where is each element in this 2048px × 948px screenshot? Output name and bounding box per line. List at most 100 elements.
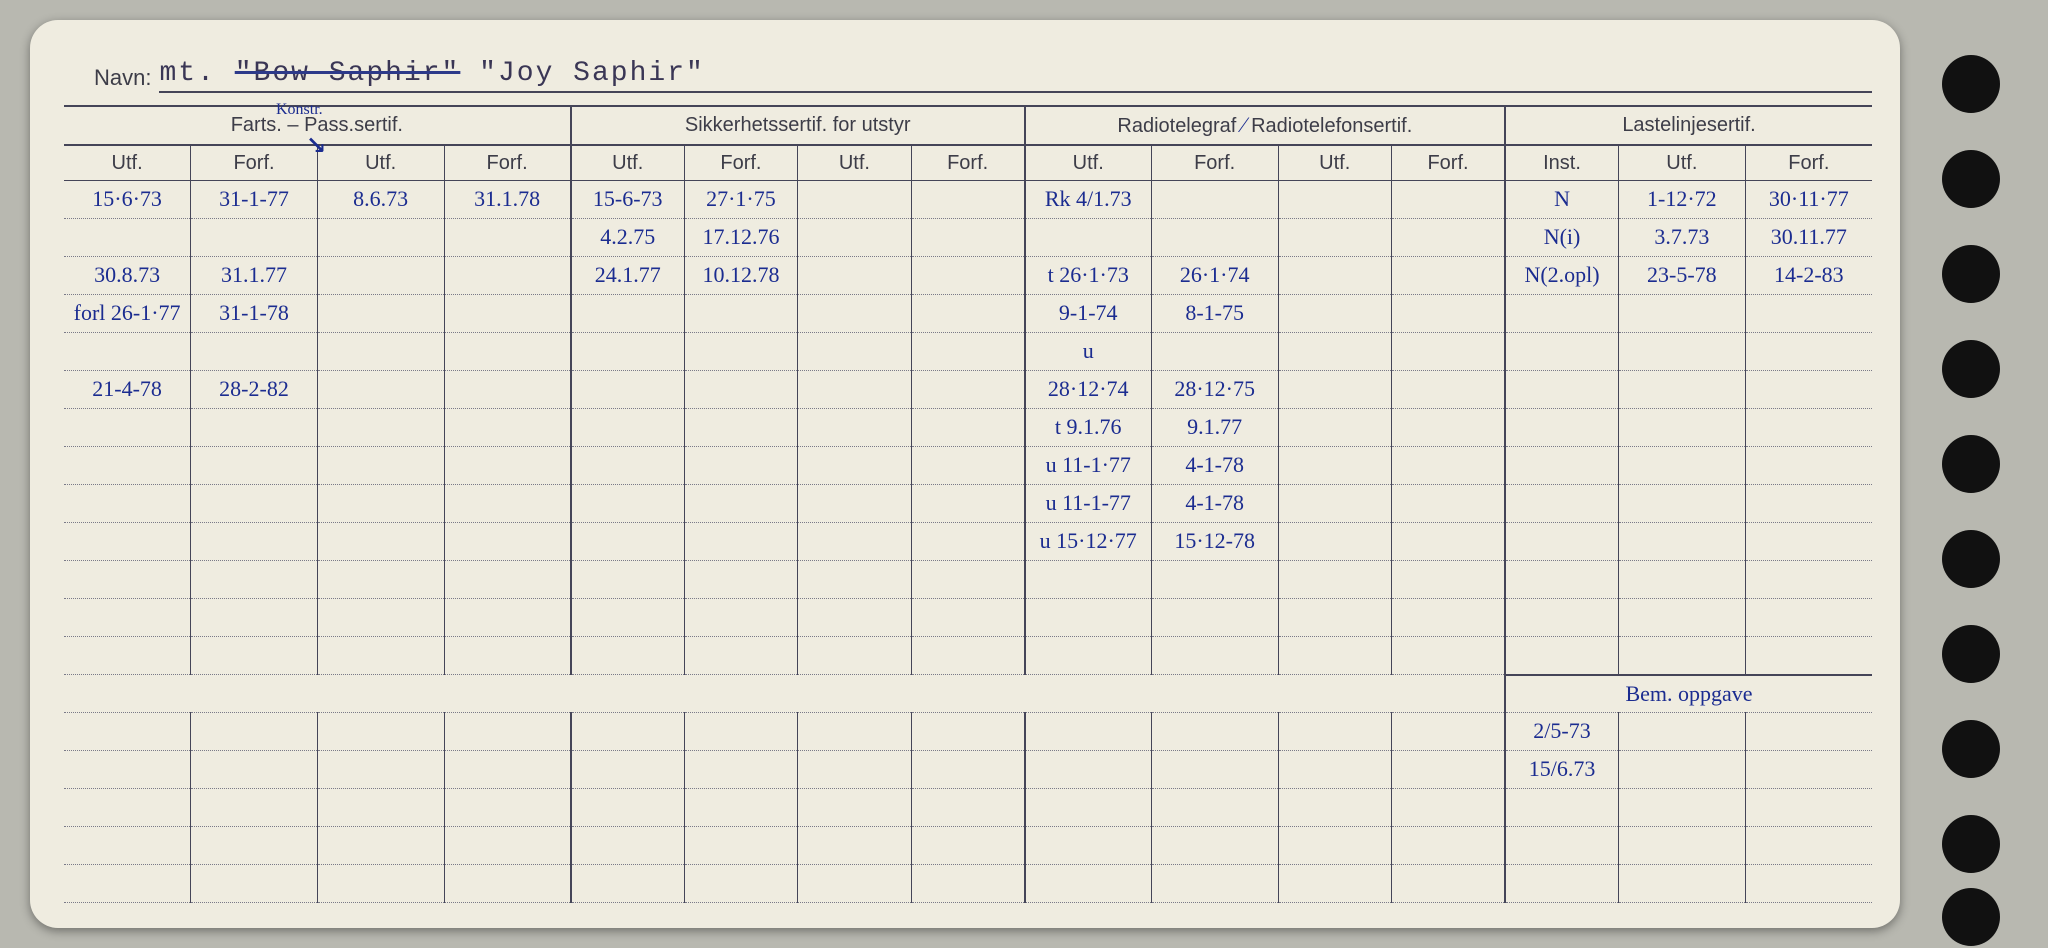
table-cell [444, 257, 571, 295]
table-cell [571, 333, 684, 371]
table-cell [571, 751, 684, 789]
table-cell [1745, 789, 1872, 827]
table-header: Farts. – Pass.sertif. Sikkerhetssertif. … [64, 106, 1872, 181]
table-cell [444, 713, 571, 751]
table-cell [1505, 447, 1618, 485]
table-cell [1278, 333, 1391, 371]
table-cell [1505, 789, 1618, 827]
table-cell [1619, 485, 1746, 523]
table-row: forl 26-1·7731-1-789-1-748-1-75 [64, 295, 1872, 333]
table-cell: 27·1·75 [684, 181, 797, 219]
table-cell: 9.1.77 [1151, 409, 1278, 447]
table-cell [1278, 637, 1391, 675]
table-cell [911, 713, 1024, 751]
table-cell [317, 827, 444, 865]
table-cell [1151, 219, 1278, 257]
table-cell [1619, 447, 1746, 485]
table-cell [684, 371, 797, 409]
table-cell [191, 789, 318, 827]
bem-oppgave-header: Bem. oppgave [1505, 675, 1872, 713]
table-cell: 4.2.75 [571, 219, 684, 257]
table-cell [911, 447, 1024, 485]
table-cell: 30.8.73 [64, 257, 191, 295]
subheader-utf: Utf. [317, 145, 444, 181]
subheader-utf: Utf. [1278, 145, 1391, 181]
table-row: 30.8.7331.1.7724.1.7710.12.78t 26·1·7326… [64, 257, 1872, 295]
table-cell [1745, 485, 1872, 523]
table-cell [444, 599, 571, 637]
index-card: Navn: mt. "Bow Saphir" "Joy Saphir" Kons… [30, 20, 1900, 928]
table-cell [191, 561, 318, 599]
table-wrap: Konstr. ↘ Farts. – Pass.sertif. Sikkerhe… [64, 105, 1872, 903]
table-cell [911, 257, 1024, 295]
table-cell [911, 637, 1024, 675]
table-cell [571, 371, 684, 409]
table-cell: u [1025, 333, 1152, 371]
table-cell [911, 181, 1024, 219]
table-cell [1505, 409, 1618, 447]
table-cell: 28·12·74 [1025, 371, 1152, 409]
table-row: 4.2.7517.12.76N(i)3.7.7330.11.77 [64, 219, 1872, 257]
table-cell [911, 865, 1024, 903]
table-cell: 14-2-83 [1745, 257, 1872, 295]
table-cell [1151, 865, 1278, 903]
table-cell [191, 409, 318, 447]
table-cell [798, 333, 911, 371]
table-row: t 9.1.769.1.77 [64, 409, 1872, 447]
table-cell [1278, 561, 1391, 599]
table-cell [1745, 865, 1872, 903]
table-cell [1025, 561, 1152, 599]
table-cell [317, 789, 444, 827]
table-cell [1151, 333, 1278, 371]
table-cell: 15/6.73 [1505, 751, 1618, 789]
table-cell [64, 447, 191, 485]
table-cell [1619, 333, 1746, 371]
binder-hole [1942, 720, 2000, 778]
table-cell [1505, 371, 1618, 409]
table-cell [64, 219, 191, 257]
arrow-icon: ↘ [306, 121, 326, 163]
table-cell: 8-1-75 [1151, 295, 1278, 333]
table-cell [684, 561, 797, 599]
table-cell [1505, 561, 1618, 599]
table-cell [1745, 637, 1872, 675]
table-cell: u 15·12·77 [1025, 523, 1152, 561]
subheader-forf: Forf. [1745, 145, 1872, 181]
binder-hole [1942, 340, 2000, 398]
table-cell: 30.11.77 [1745, 219, 1872, 257]
table-row [64, 827, 1872, 865]
binder-hole [1942, 815, 2000, 873]
table-cell: 9-1-74 [1025, 295, 1152, 333]
table-cell [571, 713, 684, 751]
table-cell [1151, 561, 1278, 599]
table-cell [911, 333, 1024, 371]
table-cell [684, 865, 797, 903]
table-cell [684, 295, 797, 333]
table-cell [1745, 409, 1872, 447]
table-cell [1391, 637, 1505, 675]
table-cell [798, 371, 911, 409]
table-cell [1391, 827, 1505, 865]
table-cell [684, 447, 797, 485]
table-body: 15·6·7331-1-778.6.7331.1.7815-6-7327·1·7… [64, 181, 1872, 675]
table-cell [911, 295, 1024, 333]
table-cell [1391, 333, 1505, 371]
table-cell [317, 751, 444, 789]
table-cell [317, 333, 444, 371]
subheader-utf: Utf. [1025, 145, 1152, 181]
table-cell [684, 789, 797, 827]
table-cell [444, 295, 571, 333]
table-row: u 11-1-774-1-78 [64, 485, 1872, 523]
table-cell [798, 447, 911, 485]
table-cell [684, 599, 797, 637]
table-row: u [64, 333, 1872, 371]
table-cell [317, 257, 444, 295]
table-cell [444, 219, 571, 257]
table-cell [1151, 599, 1278, 637]
table-cell: 4-1-78 [1151, 485, 1278, 523]
table-cell [571, 599, 684, 637]
table-cell [1391, 485, 1505, 523]
table-cell [684, 637, 797, 675]
table-cell [911, 599, 1024, 637]
table-cell [911, 523, 1024, 561]
